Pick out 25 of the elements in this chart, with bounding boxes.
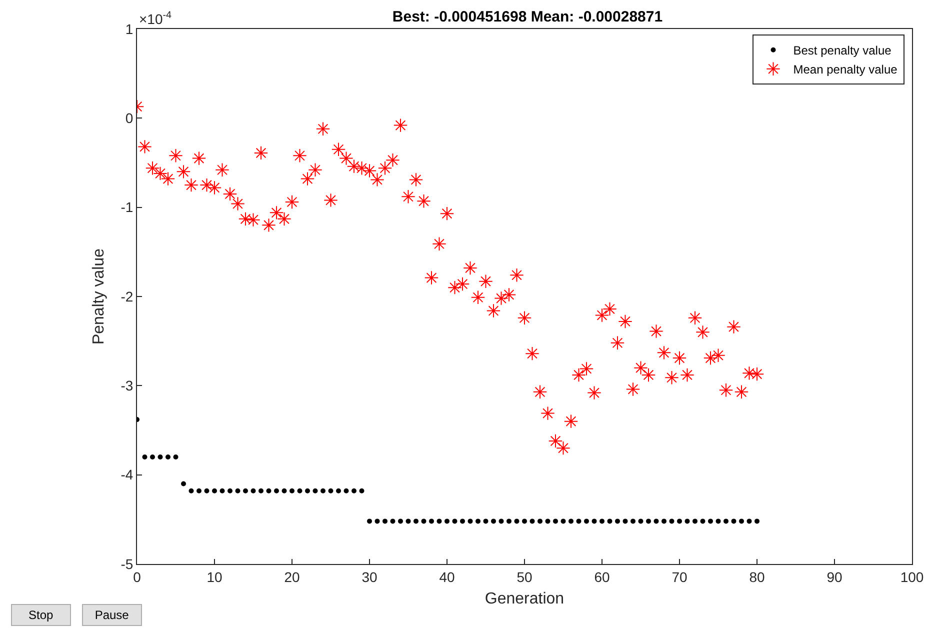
x-tick-label: 10 (206, 568, 222, 585)
x-tick-label: 30 (362, 568, 378, 585)
y-tick-label: -5 (120, 556, 134, 572)
y-tick-label: -4 (120, 466, 134, 483)
x-tick-label: 50 (516, 568, 532, 585)
y-axis-title: Penalty value (90, 248, 108, 345)
y-tick-label: -1 (120, 199, 134, 216)
x-tick-label: 70 (672, 568, 688, 585)
x-tick-label: 80 (749, 568, 765, 585)
y-tick-label: -2 (120, 288, 134, 304)
x-tick-label: 90 (826, 568, 842, 585)
x-tick-label: 20 (284, 568, 300, 585)
x-tick-label: 60 (594, 568, 610, 585)
x-axis-title: Generation (484, 590, 564, 608)
legend-label: Best penalty value (793, 44, 892, 58)
y-tick-label: 1 (125, 20, 134, 37)
text: ×10$^{-4}$ (139, 10, 172, 27)
y-tick-label: 0 (125, 110, 134, 126)
text: Stop (28, 608, 54, 622)
chart-title: Best: -0.000451698 Mean: -0.00028871 (392, 8, 663, 26)
y-tick-label: -3 (120, 378, 134, 394)
x-tick-label: 100 (900, 568, 924, 585)
x-tick-label: 40 (439, 568, 455, 585)
text: Pause (94, 608, 130, 622)
legend-label: Mean penalty value (793, 62, 898, 77)
